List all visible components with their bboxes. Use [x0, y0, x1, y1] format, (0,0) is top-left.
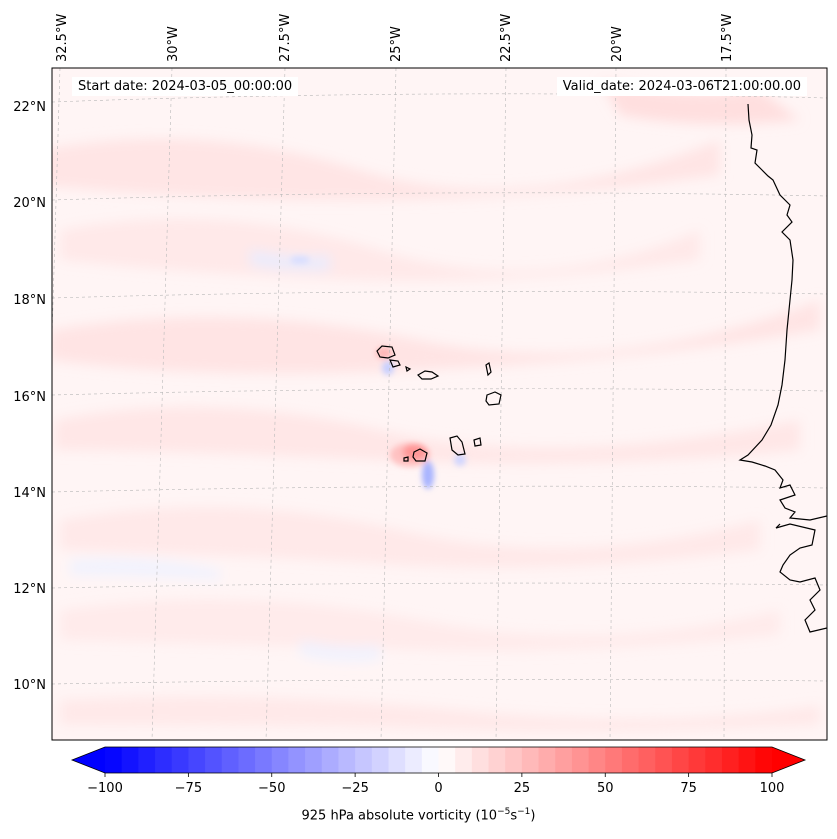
colorbar-cell [605, 747, 623, 773]
lon-label: 17.5°W [720, 14, 735, 62]
lat-label: 10°N [13, 678, 46, 693]
colorbar-cell [521, 747, 540, 773]
colorbar-cell [388, 747, 406, 773]
colorbar-min-extension [72, 747, 105, 773]
colorbar-cell [105, 747, 123, 773]
lat-label: 14°N [13, 486, 46, 501]
colorbar-cell [455, 747, 473, 773]
lon-label: 30°W [166, 26, 181, 62]
lat-label: 20°N [13, 196, 46, 211]
colorbar-cell [355, 747, 373, 773]
colorbar-ticks: −100 −75 −50 −25 0 25 50 75 100 [87, 773, 784, 796]
coastline [738, 103, 827, 633]
colorbar: −100 −75 −50 −25 0 25 50 75 100 [70, 746, 807, 796]
colorbar-cell [188, 747, 206, 773]
colorbar-tick-label: 50 [597, 781, 614, 796]
colorbar-cell [238, 747, 256, 773]
vorticity-anomalies [290, 256, 466, 489]
longitude-labels: 32.5°W 30°W 27.5°W 25°W 22.5°W 20°W 17.5… [55, 14, 735, 62]
colorbar-cell [655, 747, 673, 773]
colorbar-cell [705, 747, 723, 773]
start-date-label: Start date: 2024-03-05_00:00:00 [72, 77, 299, 96]
colorbar-cell [171, 747, 189, 773]
colorbar-cell [121, 747, 139, 773]
colorbar-cell [205, 747, 223, 773]
colorbar-cell [321, 747, 340, 773]
colorbar-cell [488, 747, 506, 773]
colorbar-tick-label: −100 [87, 781, 123, 796]
colorbar-cell [255, 747, 273, 773]
colorbar-cell [738, 747, 756, 773]
colorbar-cell [371, 747, 390, 773]
colorbar-cell [638, 747, 656, 773]
graticule [52, 68, 827, 740]
africa-coast [738, 103, 827, 521]
colorbar-cell [305, 747, 323, 773]
latitude-labels: 22°N 20°N 18°N 16°N 14°N 12°N 10°N [13, 100, 46, 693]
colorbar-cell [571, 747, 590, 773]
colorbar-cell [588, 747, 606, 773]
lat-label: 22°N [13, 100, 46, 115]
colorbar-cell [755, 747, 773, 773]
colorbar-tick-label: −50 [258, 781, 285, 796]
colorbar-tick-label: 75 [680, 781, 697, 796]
colorbar-tick-label: 0 [434, 781, 442, 796]
valid-date-label: Valid_date: 2024-03-06T21:00:00.00 [556, 77, 807, 96]
colorbar-cell [505, 747, 523, 773]
lat-label: 12°N [13, 582, 46, 597]
colorbar-cell [271, 747, 290, 773]
lon-label: 25°W [389, 26, 404, 62]
lon-label: 22.5°W [499, 14, 514, 62]
map-panel [52, 68, 827, 740]
colorbar-tick-label: 100 [760, 781, 785, 796]
colorbar-tick-label: −75 [175, 781, 202, 796]
lon-label: 20°W [610, 26, 625, 62]
colorbar-cell [288, 747, 306, 773]
colorbar-cell [688, 747, 706, 773]
colorbar-cell [155, 747, 173, 773]
lon-label: 27.5°W [278, 14, 293, 62]
colorbar-label: 925 hPa absolute vorticity (10−5s−1) [301, 807, 536, 824]
colorbar-tick-label: −25 [341, 781, 368, 796]
vorticity-field [52, 80, 820, 732]
lon-label: 32.5°W [55, 14, 70, 62]
lat-label: 18°N [13, 293, 46, 308]
colorbar-cell [338, 747, 356, 773]
colorbar-cells [105, 747, 773, 773]
colorbar-max-extension [772, 747, 805, 773]
colorbar-cell [671, 747, 690, 773]
colorbar-cell [405, 747, 423, 773]
map-frame [51, 67, 828, 741]
colorbar-cell [221, 747, 240, 773]
colorbar-cell [138, 747, 156, 773]
colorbar-cell [721, 747, 740, 773]
colorbar-cell [421, 747, 440, 773]
cape-verde-islands [376, 345, 502, 462]
colorbar-cell [555, 747, 573, 773]
colorbar-cell [438, 747, 456, 773]
colorbar-cell [538, 747, 556, 773]
lat-label: 16°N [13, 390, 46, 405]
colorbar-cell [621, 747, 640, 773]
colorbar-cell [471, 747, 490, 773]
colorbar-tick-label: 25 [514, 781, 531, 796]
